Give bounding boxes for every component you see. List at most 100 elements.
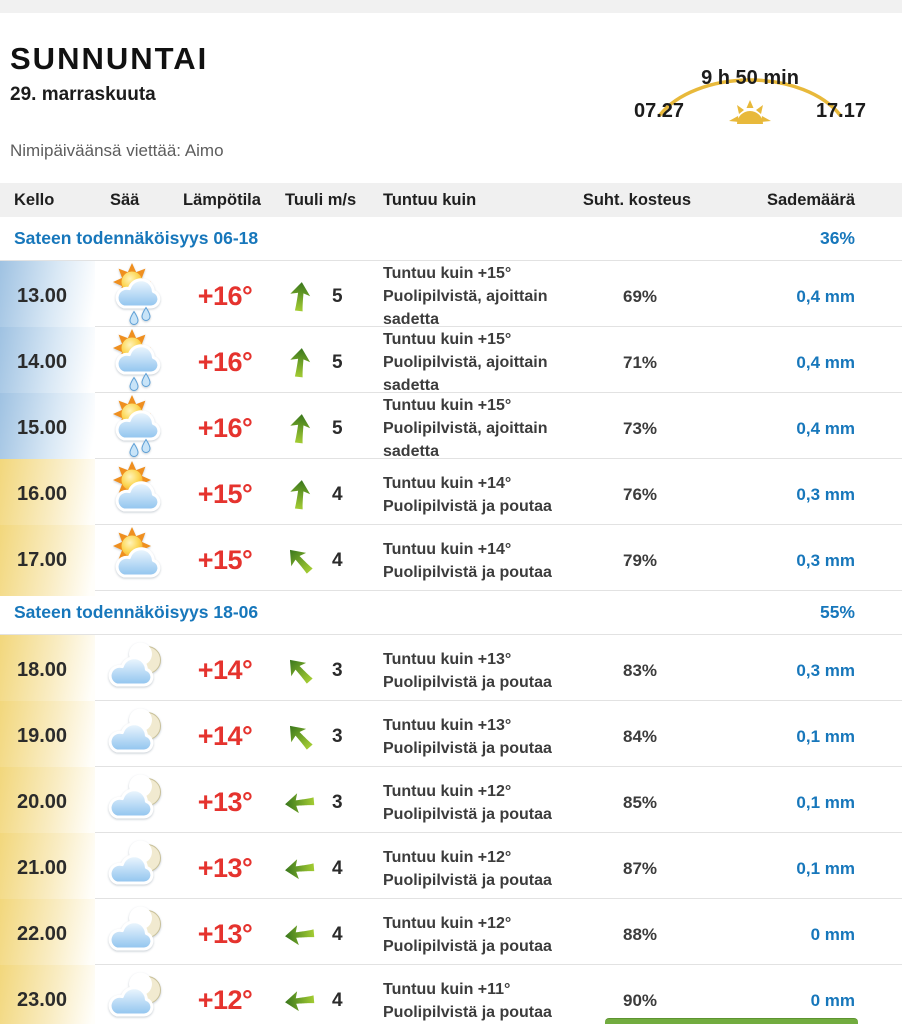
weather-icon-cell <box>95 525 180 596</box>
feels-like-text: Tuntuu kuin +11° <box>383 980 511 998</box>
wind-arrow-icon <box>285 924 315 945</box>
wind-cell: 4 <box>270 919 380 951</box>
sun-cloud-rain-icon <box>105 261 171 332</box>
description-cell: Tuntuu kuin +15° Puolipilvistä, ajoittai… <box>380 262 575 331</box>
weather-icon-cell <box>95 393 180 464</box>
description-cell: Tuntuu kuin +14° Puolipilvistä ja poutaa <box>380 538 575 584</box>
weather-description: Puolipilvistä, ajoittain sadetta <box>383 288 548 328</box>
col-header-kello: Kello <box>14 190 55 209</box>
wind-cell: 4 <box>270 853 380 885</box>
wind-speed-value: 4 <box>332 857 343 879</box>
wind-arrow-icon <box>285 990 315 1011</box>
description-cell: Tuntuu kuin +13° Puolipilvistä ja poutaa <box>380 714 575 760</box>
rain-amount-value: 0,1 mm <box>796 858 855 878</box>
date-subtitle: 29. marraskuuta <box>10 84 156 105</box>
col-header-sademaara: Sademäärä <box>766 190 855 209</box>
rain-probability-label: Sateen todennäköisyys 06-18 <box>14 228 259 248</box>
wind-cell: 4 <box>270 985 380 1017</box>
temperature-value: +15° <box>197 479 253 509</box>
time-label: 22.00 <box>17 923 68 945</box>
weather-icon-cell <box>95 899 180 970</box>
time-cell: 14.00 <box>0 327 95 398</box>
moon-cloud-icon <box>105 899 171 970</box>
top-strip <box>0 0 902 13</box>
rain-amount-value: 0,1 mm <box>796 726 855 746</box>
wind-cell: 5 <box>270 281 380 313</box>
description-cell: Tuntuu kuin +11° Puolipilvistä ja poutaa <box>380 978 575 1024</box>
weather-icon-cell <box>95 701 180 772</box>
col-header-saa: Sää <box>110 190 140 209</box>
wind-cell: 3 <box>270 655 380 687</box>
weather-description: Puolipilvistä ja poutaa <box>383 563 552 581</box>
time-label: 16.00 <box>17 483 68 505</box>
wind-arrow-icon <box>285 858 315 879</box>
moon-cloud-icon <box>105 965 171 1024</box>
col-header-suht-kosteus: Suht. kosteus <box>582 190 691 209</box>
humidity-value: 84% <box>622 726 658 746</box>
humidity-value: 83% <box>622 660 658 680</box>
humidity-value: 73% <box>622 418 658 438</box>
rain-amount-value: 0,1 mm <box>796 792 855 812</box>
rain-amount-value: 0 mm <box>810 990 855 1010</box>
time-cell: 19.00 <box>0 701 95 772</box>
moon-cloud-icon <box>105 635 171 706</box>
humidity-value: 76% <box>622 484 658 504</box>
time-label: 13.00 <box>17 285 68 307</box>
wind-cell: 5 <box>270 413 380 445</box>
wind-arrow-icon <box>290 479 311 509</box>
wind-speed-value: 3 <box>332 725 343 747</box>
rain-probability-label: Sateen todennäköisyys 18-06 <box>14 602 259 622</box>
temperature-value: +14° <box>197 655 253 685</box>
time-label: 19.00 <box>17 725 68 747</box>
feels-like-text: Tuntuu kuin +12° <box>383 848 512 866</box>
wind-arrow-icon <box>285 792 315 813</box>
wind-arrow-icon <box>290 281 311 311</box>
rain-amount-value: 0,4 mm <box>796 286 855 306</box>
col-header-lampotila: Lämpötila <box>183 190 261 209</box>
half-sun-icon <box>729 100 771 124</box>
wind-arrow-icon <box>289 659 313 684</box>
time-cell: 23.00 <box>0 965 95 1024</box>
show-more-button[interactable] <box>605 1018 858 1024</box>
temperature-value: +13° <box>197 853 253 883</box>
feels-like-text: Tuntuu kuin +15° <box>383 331 512 348</box>
forecast-row: 20.00 +13° 3 Tuntuu kuin +12° <box>0 767 902 838</box>
time-cell: 21.00 <box>0 833 95 904</box>
description-cell: Tuntuu kuin +15° Puolipilvistä, ajoittai… <box>380 394 575 463</box>
wind-arrow-icon <box>290 347 311 377</box>
description-cell: Tuntuu kuin +12° Puolipilvistä ja poutaa <box>380 912 575 958</box>
wind-arrow-icon <box>290 413 311 443</box>
weather-description: Puolipilvistä, ajoittain sadetta <box>383 420 548 460</box>
moon-cloud-icon <box>105 767 171 838</box>
feels-like-text: Tuntuu kuin +12° <box>383 914 512 932</box>
forecast-row: 17.00 +15° 4 T <box>0 525 902 596</box>
weather-description: Puolipilvistä ja poutaa <box>383 497 552 515</box>
feels-like-text: Tuntuu kuin +15° <box>383 265 512 282</box>
weather-icon-cell <box>95 327 180 398</box>
humidity-value: 71% <box>622 352 658 372</box>
feels-like-text: Tuntuu kuin +12° <box>383 782 512 800</box>
description-cell: Tuntuu kuin +12° Puolipilvistä ja poutaa <box>380 780 575 826</box>
forecast-row: 16.00 +15° 4 T <box>0 459 902 530</box>
wind-cell: 3 <box>270 787 380 819</box>
wind-speed-value: 5 <box>332 417 343 439</box>
weather-description: Puolipilvistä ja poutaa <box>383 871 552 889</box>
rain-amount-value: 0,3 mm <box>796 550 855 570</box>
weather-description: Puolipilvistä ja poutaa <box>383 937 552 955</box>
feels-like-text: Tuntuu kuin +14° <box>383 540 512 558</box>
sunset-time: 17.17 <box>815 100 866 122</box>
wind-arrow-icon <box>289 549 313 574</box>
col-header-tuuli: Tuuli m/s <box>285 190 357 209</box>
time-cell: 20.00 <box>0 767 95 838</box>
weather-icon-cell <box>95 635 180 706</box>
rain-amount-value: 0,4 mm <box>796 352 855 372</box>
temperature-value: +16° <box>197 281 253 311</box>
time-label: 15.00 <box>17 417 68 439</box>
col-header-tuntuu-kuin: Tuntuu kuin <box>383 190 477 209</box>
forecast-row: 13.00 +16° 5 <box>0 261 902 332</box>
weather-description: Puolipilvistä, ajoittain sadetta <box>383 354 548 394</box>
weather-description: Puolipilvistä ja poutaa <box>383 805 552 823</box>
page-header: SUNNUNTAI 29. marraskuuta 9 h 50 min 07.… <box>0 13 902 125</box>
wind-speed-value: 3 <box>332 791 343 813</box>
time-label: 21.00 <box>17 857 68 879</box>
